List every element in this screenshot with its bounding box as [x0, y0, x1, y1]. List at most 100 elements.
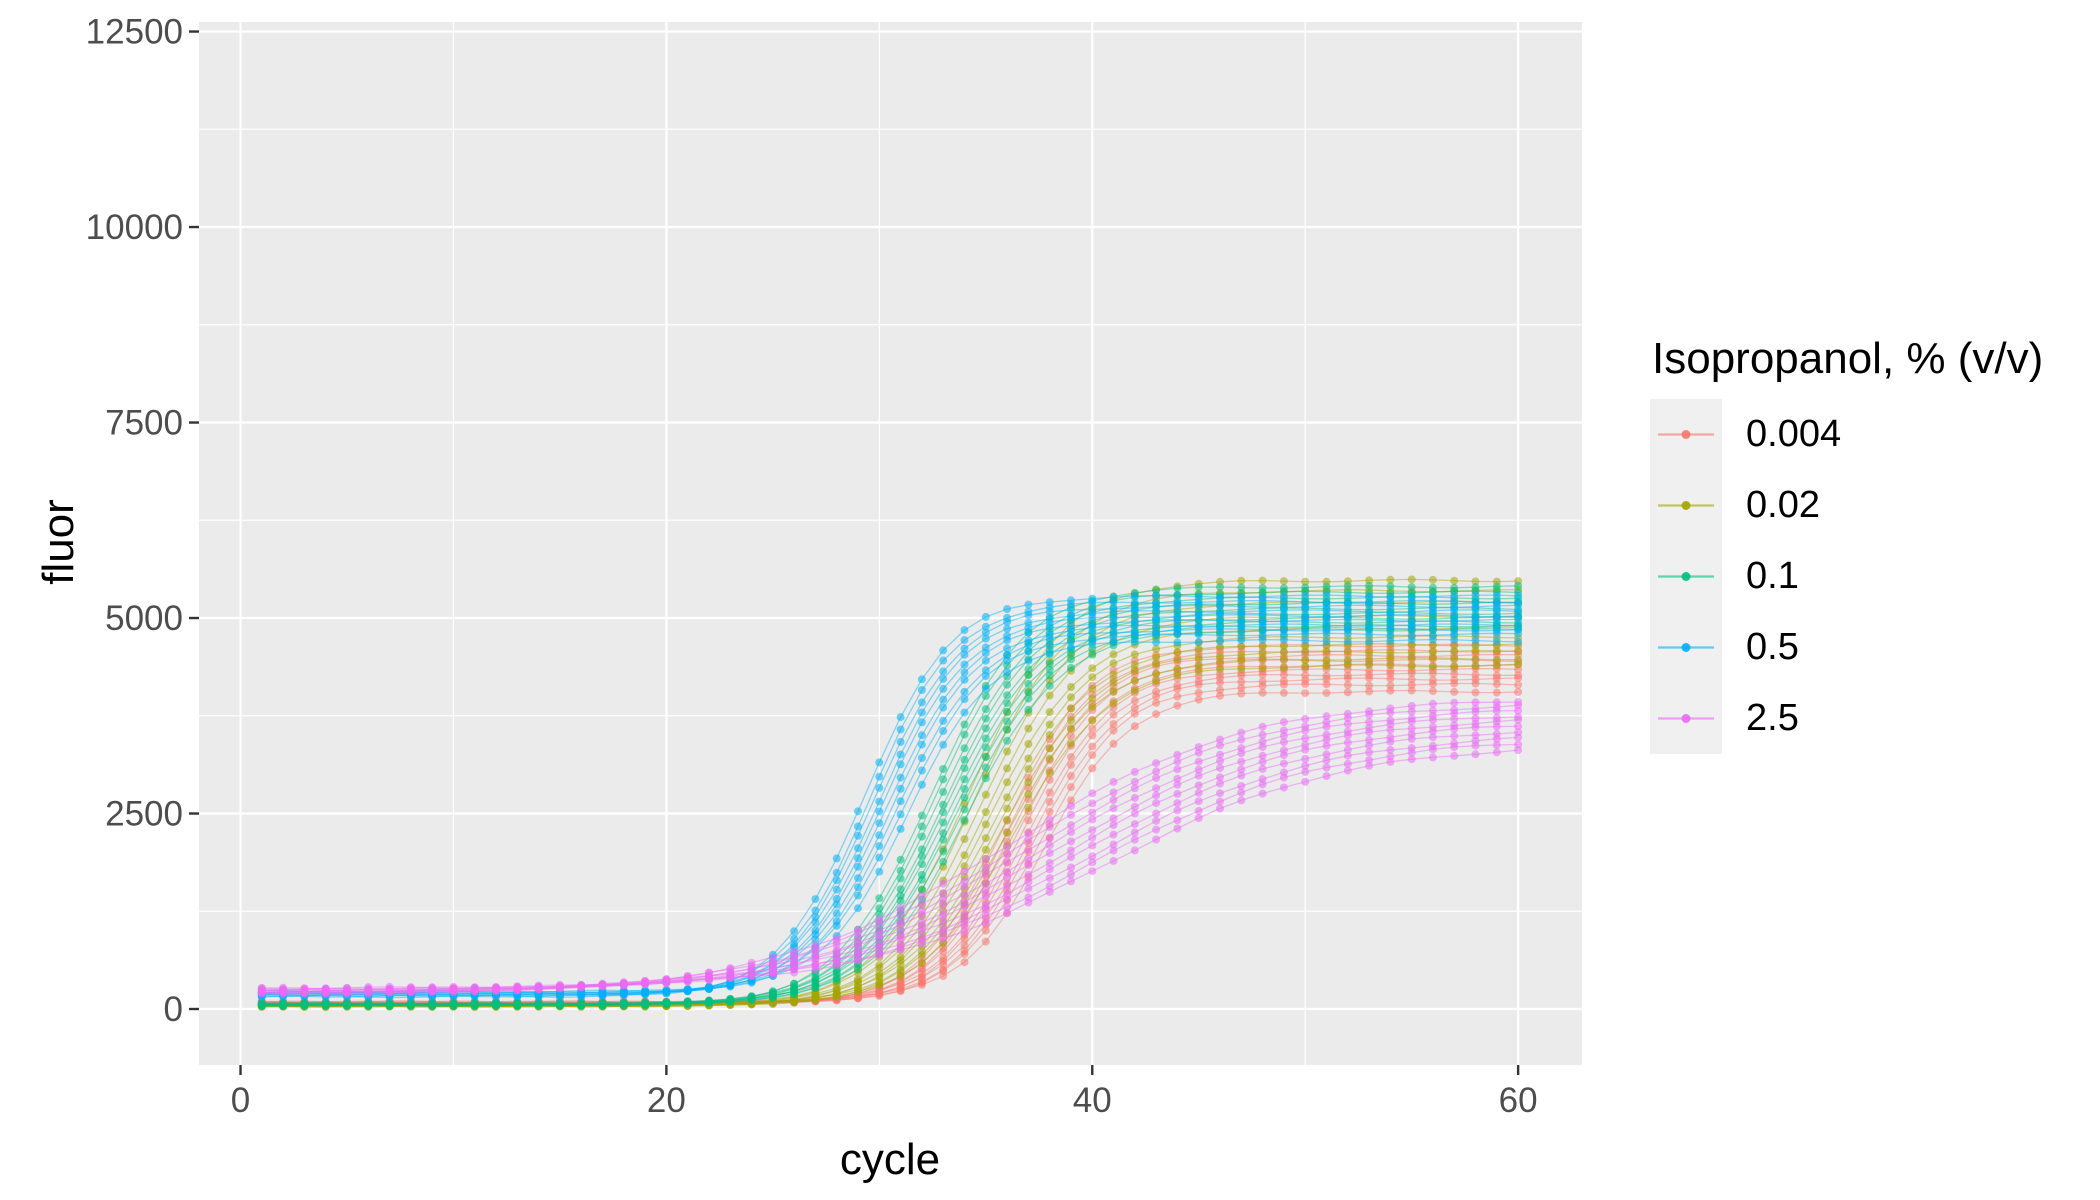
data-point — [1152, 677, 1161, 686]
data-point — [1258, 751, 1267, 760]
data-point — [1365, 756, 1374, 765]
data-point — [1343, 581, 1352, 590]
data-point — [1109, 777, 1118, 786]
data-point — [832, 921, 841, 930]
data-point — [875, 758, 884, 767]
x-tick-label: 40 — [1073, 1081, 1112, 1120]
data-point — [1088, 833, 1097, 842]
data-point — [896, 934, 905, 943]
data-point — [875, 919, 884, 928]
data-point — [832, 961, 841, 970]
data-point — [1045, 874, 1054, 883]
legend-label: 0.1 — [1746, 555, 1799, 598]
data-point — [1024, 679, 1033, 688]
data-point — [1088, 867, 1097, 876]
data-point — [1301, 647, 1310, 656]
data-point — [960, 851, 969, 860]
data-point — [1088, 841, 1097, 850]
data-point — [981, 628, 990, 637]
data-point — [683, 986, 692, 995]
data-point — [1194, 630, 1203, 639]
data-point — [1258, 596, 1267, 605]
data-point — [1450, 597, 1459, 606]
data-point — [1258, 576, 1267, 585]
data-point — [1194, 653, 1203, 662]
data-point — [343, 983, 351, 992]
data-point — [1003, 829, 1012, 837]
data-point — [832, 976, 841, 985]
data-point — [1386, 610, 1395, 619]
data-point — [875, 894, 884, 903]
data-point — [1130, 809, 1139, 818]
data-point — [939, 667, 948, 676]
data-point — [960, 927, 969, 936]
data-point — [960, 668, 969, 677]
data-point — [705, 998, 713, 1007]
data-point — [1152, 669, 1161, 678]
data-point — [939, 646, 948, 655]
data-point — [449, 998, 458, 1007]
data-point — [1407, 701, 1416, 710]
data-point — [1471, 655, 1480, 664]
data-point — [1301, 680, 1310, 689]
data-point — [1343, 681, 1352, 689]
data-point — [492, 998, 500, 1007]
data-point — [1450, 732, 1459, 741]
legend-swatch-graphic — [1658, 643, 1714, 653]
data-point — [1258, 681, 1267, 690]
data-point — [1407, 583, 1416, 592]
data-point — [492, 983, 500, 992]
data-point — [1067, 615, 1075, 624]
data-point — [1279, 655, 1288, 664]
data-point — [1045, 708, 1054, 717]
data-point — [1088, 858, 1097, 867]
data-point — [1301, 745, 1310, 754]
data-point — [1428, 662, 1437, 671]
data-point — [1194, 667, 1203, 676]
data-point — [662, 998, 671, 1007]
data-point — [960, 877, 969, 885]
data-point — [1088, 684, 1097, 693]
data-point — [1173, 584, 1182, 593]
data-point — [939, 674, 948, 683]
data-point — [1279, 606, 1288, 615]
data-point — [981, 724, 990, 733]
data-point — [1130, 722, 1139, 731]
data-point — [1279, 648, 1288, 657]
data-point — [1407, 653, 1416, 662]
data-point — [960, 958, 969, 967]
data-point — [534, 981, 543, 990]
data-point — [960, 785, 969, 793]
data-point — [939, 818, 948, 827]
data-point — [960, 720, 969, 729]
data-point — [1322, 756, 1331, 765]
data-point — [1428, 669, 1437, 678]
data-point — [1194, 688, 1203, 697]
data-point — [875, 853, 884, 862]
data-point — [854, 987, 862, 996]
data-point — [1173, 806, 1182, 815]
data-point — [1471, 662, 1480, 671]
data-point — [1173, 630, 1182, 639]
data-point — [1088, 613, 1097, 622]
data-point — [1514, 706, 1523, 715]
data-point — [811, 995, 820, 1004]
data-point — [1024, 665, 1033, 674]
data-point — [1343, 688, 1352, 697]
data-point — [1024, 829, 1033, 838]
data-point — [534, 1000, 543, 1009]
data-point — [1045, 659, 1054, 668]
data-point — [683, 977, 692, 985]
data-point — [1492, 661, 1501, 670]
data-point — [917, 780, 926, 789]
y-tick-label: 0 — [164, 990, 183, 1029]
data-point — [1173, 655, 1182, 664]
data-point — [960, 816, 969, 824]
data-point — [1003, 656, 1012, 665]
data-point — [1428, 687, 1437, 696]
data-point — [1343, 637, 1352, 646]
data-point — [1173, 816, 1182, 825]
data-point — [1088, 650, 1097, 659]
data-point — [1130, 777, 1139, 786]
data-point — [1407, 669, 1416, 678]
